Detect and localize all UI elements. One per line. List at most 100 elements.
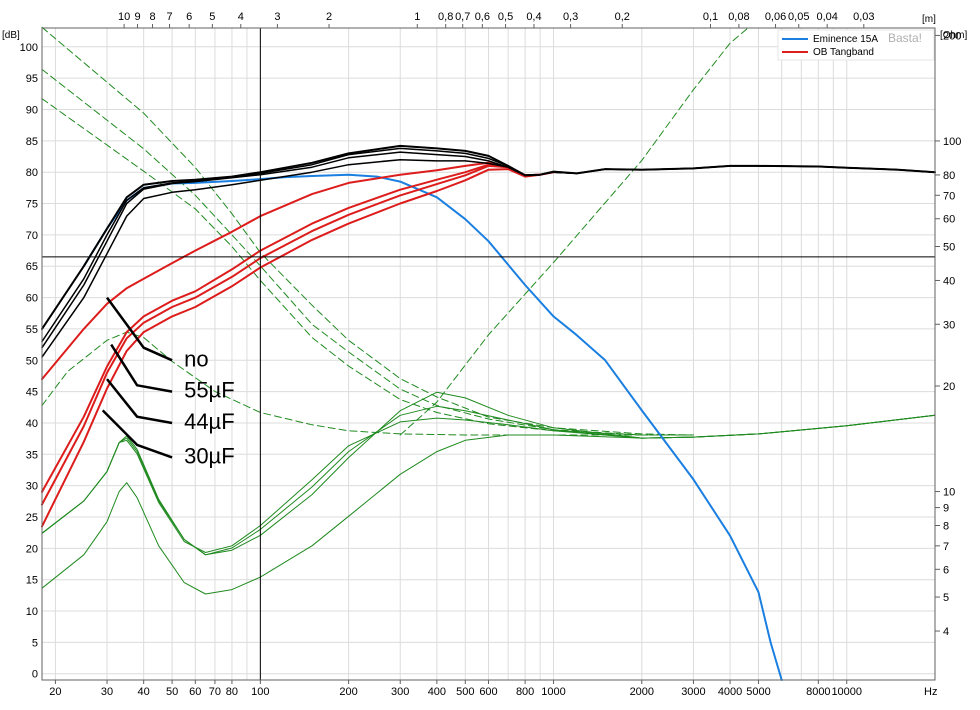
y-tick-label: 0 <box>32 669 38 681</box>
annotations: no 55µF 44µF 30µF <box>101 296 235 468</box>
series-impedance-30-f <box>41 414 936 553</box>
y-tick-label: 70 <box>26 230 38 242</box>
annotation-leader <box>105 296 173 362</box>
top-tick-label: 0,3 <box>563 11 578 23</box>
right-tick-label: 8 <box>943 521 949 533</box>
annotation-label: 44µF <box>184 409 235 434</box>
top-tick-label: 7 <box>166 11 172 23</box>
legend-box <box>777 29 935 61</box>
x-tick-label: 50 <box>166 686 178 698</box>
top-axis-unit: [m] <box>922 14 936 25</box>
y-tick-label: 20 <box>26 543 38 555</box>
x-tick-label: 500 <box>456 686 474 698</box>
series-driver-impedance-1 <box>41 26 694 436</box>
series-summed-30-f <box>41 158 936 358</box>
y-tick-label: 50 <box>26 355 38 367</box>
series-layer <box>41 26 936 681</box>
top-tick-label: 8 <box>149 11 155 23</box>
x-tick-label: 100 <box>251 686 269 698</box>
top-tick-label: 0,6 <box>475 11 490 23</box>
top-tick-label: 0,7 <box>455 11 470 23</box>
annotation-label: no <box>184 346 208 371</box>
x-tick-label: 60 <box>189 686 201 698</box>
series-driver-impedance-3 <box>41 98 694 436</box>
right-tick-label: 80 <box>943 170 955 182</box>
x-tick-label: 400 <box>428 686 446 698</box>
y-tick-label: 55 <box>26 324 38 336</box>
top-tick-label: 1 <box>414 11 420 23</box>
right-tick-label: 5 <box>943 592 949 604</box>
y-tick-label: 65 <box>26 261 38 273</box>
x-tick-label: 800 <box>516 686 534 698</box>
top-tick-label: 6 <box>186 11 192 23</box>
x-axis-unit: Hz <box>924 686 937 698</box>
x-tick-label: 40 <box>138 686 150 698</box>
annotation-label: 55µF <box>184 378 235 403</box>
x-tick-label: 70 <box>209 686 221 698</box>
series-tangband-30-f <box>41 168 555 528</box>
legend-label-tangband: OB Tangband <box>813 47 874 58</box>
y-tick-label: 85 <box>26 136 38 148</box>
cursor <box>42 28 935 680</box>
top-tick-label: 0,08 <box>728 11 749 23</box>
x-tick-label: 4000 <box>718 686 742 698</box>
x-tick-label: 8000 <box>806 686 830 698</box>
top-tick-label: 10 <box>118 11 130 23</box>
y-tick-label: 60 <box>26 293 38 305</box>
right-tick-label: 10 <box>943 487 955 499</box>
right-tick-label: 30 <box>943 319 955 331</box>
x-tick-label: 300 <box>391 686 409 698</box>
x-tick-label: 200 <box>339 686 357 698</box>
y-tick-label: 25 <box>26 512 38 524</box>
right-tick-label: 60 <box>943 214 955 226</box>
x-tick-label: 3000 <box>681 686 705 698</box>
top-tick-label: 4 <box>238 11 244 23</box>
annotation-label: 30µF <box>184 443 235 468</box>
top-tick-label: 9 <box>134 11 140 23</box>
y-tick-label: 40 <box>26 418 38 430</box>
x-tick-label: 5000 <box>746 686 770 698</box>
top-tick-label: 5 <box>209 11 215 23</box>
top-tick-label: 0,4 <box>526 11 541 23</box>
x-tick-label: 10000 <box>831 686 862 698</box>
top-tick-label: 0,04 <box>816 11 837 23</box>
right-tick-label: 50 <box>943 241 955 253</box>
brand-watermark: Basta! <box>888 31 922 45</box>
right-tick-label: 70 <box>943 190 955 202</box>
x-tick-label: 80 <box>226 686 238 698</box>
legend: Eminence 15A OB Tangband Basta! <box>777 29 935 61</box>
y-tick-label: 75 <box>26 199 38 211</box>
y-tick-label: 10 <box>26 606 38 618</box>
y-tick-label: 5 <box>32 637 38 649</box>
right-axis-unit: [Ohm] <box>940 30 967 41</box>
grid <box>42 28 936 680</box>
right-tick-label: 20 <box>943 381 955 393</box>
top-tick-label: 0,03 <box>853 11 874 23</box>
y-tick-label: 15 <box>26 575 38 587</box>
x-tick-label: 2000 <box>630 686 654 698</box>
y-tick-label: 80 <box>26 167 38 179</box>
right-tick-label: 9 <box>943 503 949 515</box>
y-tick-label: 90 <box>26 105 38 117</box>
y-tick-label: 30 <box>26 481 38 493</box>
right-tick-label: 7 <box>943 541 949 553</box>
x-tick-label: 20 <box>49 686 61 698</box>
series-rising-impedance <box>399 27 749 436</box>
top-tick-label: 0,06 <box>765 11 786 23</box>
annotation-leader <box>101 409 173 459</box>
top-tick-label: 0,1 <box>703 11 718 23</box>
right-tick-label: 4 <box>943 626 949 638</box>
top-tick-label: 0,8 <box>438 11 453 23</box>
x-tick-label: 600 <box>479 686 497 698</box>
top-tick-label: 0,2 <box>615 11 630 23</box>
y-tick-label: 95 <box>26 73 38 85</box>
top-tick-label: 2 <box>326 11 332 23</box>
x-tick-label: 1000 <box>541 686 565 698</box>
series-driver-impedance-2 <box>41 68 694 436</box>
axes: 0510152025303540455055606570758085909510… <box>20 11 962 698</box>
top-tick-label: 0,05 <box>788 11 809 23</box>
top-tick-label: 3 <box>274 11 280 23</box>
left-axis-unit: [dB] <box>2 30 20 41</box>
x-tick-label: 30 <box>101 686 113 698</box>
